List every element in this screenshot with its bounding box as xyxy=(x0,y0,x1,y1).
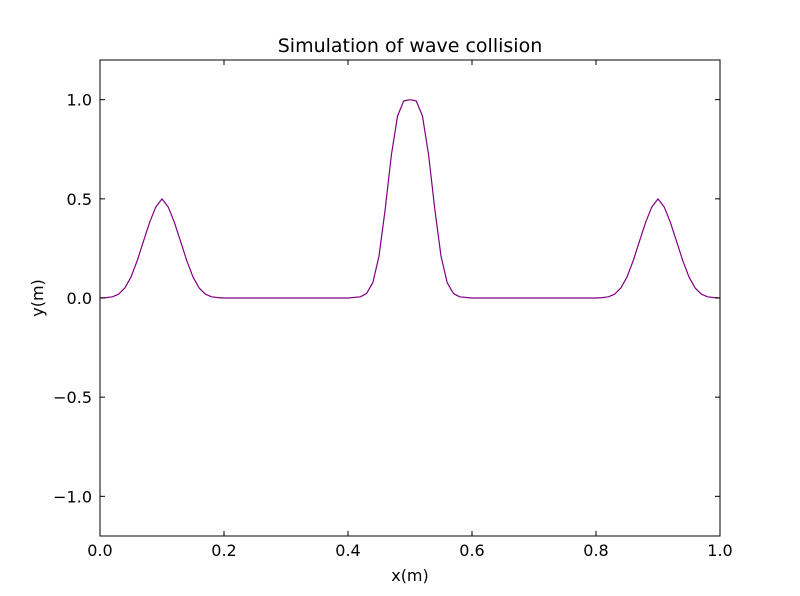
x-axis-label: x(m) xyxy=(391,566,429,585)
series-layer xyxy=(99,99,721,299)
y-tick-label: 0.5 xyxy=(67,190,92,209)
chart-title: Simulation of wave collision xyxy=(278,35,543,57)
x-tick-label: 0.2 xyxy=(211,541,236,560)
y-tick-label: −1.0 xyxy=(53,487,92,506)
y-axis-label: y(m) xyxy=(28,279,47,317)
y-tick-label: 1.0 xyxy=(67,91,92,110)
x-tick-label: 0.0 xyxy=(87,541,112,560)
plot-frame xyxy=(99,59,721,537)
x-tick-label: 1.0 xyxy=(707,541,732,560)
x-tick-label: 0.6 xyxy=(459,541,484,560)
plot-area xyxy=(100,60,720,536)
x-tick-label: 0.4 xyxy=(335,541,360,560)
y-tick-label: −0.5 xyxy=(53,388,92,407)
y-tick-label: 0.0 xyxy=(67,289,92,308)
series-line-0 xyxy=(99,99,721,299)
x-tick-label: 0.8 xyxy=(583,541,608,560)
